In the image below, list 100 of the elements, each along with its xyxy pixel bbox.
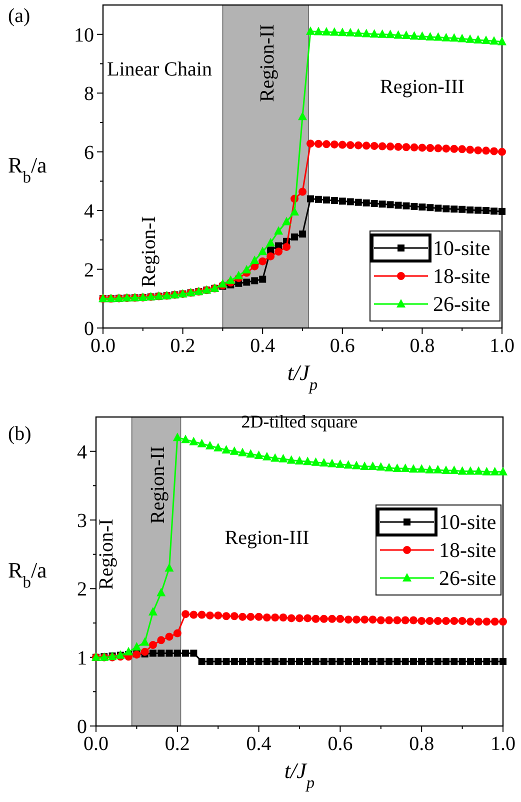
point bbox=[299, 230, 306, 238]
point bbox=[181, 434, 190, 444]
point bbox=[266, 238, 276, 246]
point bbox=[322, 196, 330, 204]
point bbox=[393, 616, 402, 624]
point bbox=[124, 646, 134, 656]
point bbox=[230, 612, 238, 620]
point bbox=[474, 146, 482, 154]
point bbox=[434, 32, 443, 41]
point bbox=[164, 563, 174, 572]
point bbox=[322, 27, 331, 36]
point bbox=[490, 618, 499, 626]
text: (b) bbox=[8, 423, 32, 445]
point bbox=[190, 610, 198, 619]
band-label: Region-II bbox=[256, 24, 279, 102]
point bbox=[418, 658, 426, 665]
point bbox=[296, 614, 304, 622]
point bbox=[226, 275, 236, 284]
point bbox=[362, 142, 370, 150]
point bbox=[149, 650, 156, 657]
point bbox=[377, 658, 384, 665]
point bbox=[442, 32, 451, 42]
point bbox=[482, 36, 491, 44]
point bbox=[490, 208, 498, 215]
point bbox=[156, 588, 166, 596]
point bbox=[314, 196, 322, 203]
point bbox=[330, 27, 339, 36]
point bbox=[474, 618, 483, 626]
point bbox=[298, 112, 307, 120]
point bbox=[218, 278, 228, 288]
legend-label: 10-site bbox=[433, 236, 490, 260]
point bbox=[499, 618, 507, 626]
legend-label: 10-site bbox=[439, 510, 496, 534]
point bbox=[239, 658, 246, 665]
point bbox=[410, 143, 418, 152]
point bbox=[306, 195, 314, 202]
point bbox=[243, 278, 250, 286]
band-label: Region-II bbox=[147, 446, 170, 524]
annotation: Region-III bbox=[380, 76, 464, 98]
point bbox=[474, 466, 484, 475]
point bbox=[336, 459, 345, 468]
point bbox=[409, 616, 418, 624]
point bbox=[458, 206, 466, 213]
point bbox=[426, 32, 435, 41]
point bbox=[182, 650, 190, 657]
point bbox=[312, 614, 320, 623]
point bbox=[434, 616, 442, 625]
x-tick-label: 0.2 bbox=[170, 335, 196, 357]
point bbox=[247, 658, 254, 665]
point bbox=[206, 611, 214, 620]
point bbox=[410, 31, 419, 40]
point bbox=[466, 146, 474, 154]
point bbox=[500, 658, 506, 665]
point bbox=[259, 276, 266, 283]
point bbox=[286, 455, 296, 464]
point bbox=[498, 466, 508, 476]
point bbox=[214, 658, 222, 665]
point bbox=[166, 650, 173, 657]
point bbox=[475, 658, 482, 665]
point bbox=[352, 658, 360, 665]
point bbox=[450, 658, 458, 665]
point bbox=[312, 658, 320, 665]
point bbox=[450, 206, 458, 213]
annotation: Region-III bbox=[224, 527, 310, 550]
point bbox=[418, 31, 427, 40]
point bbox=[491, 658, 498, 665]
point bbox=[274, 248, 283, 256]
x-tick-label: 0.8 bbox=[409, 733, 434, 755]
point bbox=[450, 33, 459, 42]
point bbox=[361, 658, 368, 665]
point bbox=[360, 616, 369, 624]
x-tick-label: 1.0 bbox=[490, 335, 514, 357]
point bbox=[322, 140, 330, 148]
point bbox=[402, 202, 410, 210]
point bbox=[330, 140, 338, 148]
annotation: Region-I bbox=[95, 518, 118, 590]
point bbox=[298, 188, 306, 196]
point bbox=[458, 34, 467, 42]
point bbox=[262, 614, 271, 622]
point bbox=[385, 616, 394, 624]
point bbox=[386, 201, 394, 208]
y-tick-label: 3 bbox=[77, 510, 87, 532]
point bbox=[466, 658, 474, 665]
y-tick-label: 10 bbox=[74, 24, 94, 46]
point bbox=[346, 28, 355, 36]
legend-label: 26-site bbox=[439, 566, 496, 590]
annotation: Linear Chain bbox=[106, 58, 212, 80]
point bbox=[158, 650, 165, 657]
point bbox=[282, 242, 291, 251]
point bbox=[426, 658, 434, 665]
point bbox=[442, 616, 450, 625]
point bbox=[262, 452, 272, 460]
point bbox=[306, 26, 315, 35]
point bbox=[392, 464, 402, 472]
point bbox=[306, 140, 314, 148]
point bbox=[394, 202, 402, 209]
point bbox=[206, 658, 214, 665]
point bbox=[222, 612, 230, 620]
point bbox=[238, 448, 248, 456]
point bbox=[360, 461, 370, 470]
